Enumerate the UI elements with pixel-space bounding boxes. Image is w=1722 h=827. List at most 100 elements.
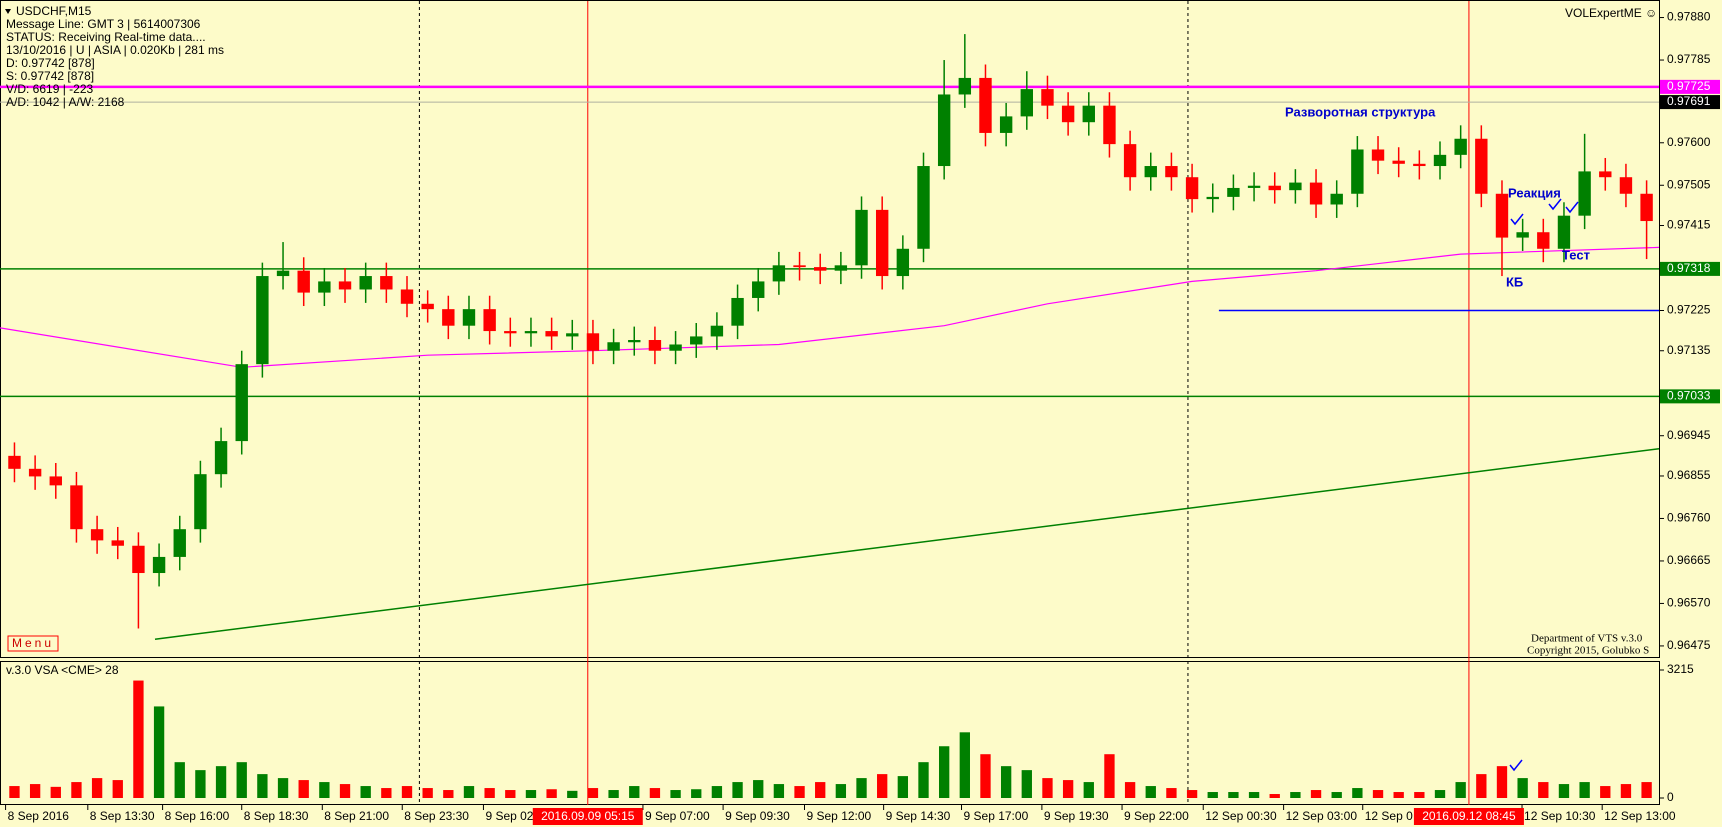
candle-body [752,281,765,298]
candle-body [173,529,186,557]
candle-body [1103,105,1116,145]
candle-body [628,340,641,343]
texts: USDCHF,M15 Message Line: GMT 3 | 5614007… [5,4,1657,772]
menu-label[interactable]: Menu [12,636,54,650]
candle-body [1247,185,1261,188]
volume-bar [1083,782,1094,798]
x-tick-label: 12 Sep 00:30 [1205,809,1277,823]
volume-bar [856,778,867,798]
y-tick-label: 0.96570 [1667,596,1711,610]
x-tick-label: 9 Sep 09:30 [725,809,790,823]
panels [0,0,1660,805]
volume-bar [1166,788,1177,798]
candle-body [1516,232,1529,238]
info-line: S: 0.97742 [878] [6,69,94,83]
volume-bar [1021,770,1032,798]
volume-bar [484,788,495,798]
candle-body [999,116,1013,133]
annotation: Разворотная структура [1285,104,1436,119]
y-tick-label: 0.97135 [1667,343,1711,357]
volume-bar [1641,782,1652,798]
volume-bar [277,778,289,798]
candle-body [1537,232,1550,249]
volume-bar [587,788,599,798]
annotation: КБ [1506,274,1523,289]
trend-line [154,447,1660,640]
candle-body [111,540,124,546]
candle-body [1123,144,1137,178]
candle-body [566,333,579,337]
main-frame [0,0,1660,658]
candle-body [1165,166,1178,178]
candle-body [731,297,744,326]
level-box [1660,95,1720,110]
y-tick-label: 0.96475 [1667,638,1711,652]
volume-bar [1579,782,1590,798]
volume-bar [877,774,888,798]
moving-average [0,246,1660,368]
x-tick-label: 8 Sep 23:30 [404,809,469,823]
volume-bar [525,790,537,798]
level-box [1660,261,1720,276]
level-box [1660,389,1720,404]
volume-bar [298,780,309,798]
volume-bar [691,789,702,798]
candle-body [1227,187,1240,197]
volume-bar [1186,790,1198,798]
volume-bar [1434,790,1446,798]
candle-body [194,474,207,530]
candle-body [1082,105,1095,123]
y-tick-label: 3215 [1667,662,1694,676]
volume-bar [629,786,640,798]
candle-body [132,545,145,574]
volume-bar [1331,792,1342,798]
volume-bar [91,778,103,798]
candle-body [400,289,414,304]
candle-body [504,331,517,334]
candle-body [70,485,83,530]
volume-bar [753,780,764,798]
volume-bar [1620,784,1632,798]
credit: Copyright 2015, Golubko S [1527,645,1649,657]
candle-body [1309,182,1323,205]
volume-bar [9,786,20,798]
candle-body [937,94,951,167]
x-tick-label: 12 Sep 10:30 [1524,809,1596,823]
y-tick-label: 0.97785 [1667,52,1711,66]
x-tick-label: 9 Sep 19:30 [1044,809,1109,823]
volume-bar [1000,766,1012,798]
info-line: STATUS: Receiving Real-time data.... [6,30,206,44]
volume-bar [1310,790,1322,798]
level-box [1660,79,1720,94]
candle-body [1640,193,1653,222]
level-label: 0.97318 [1667,261,1711,275]
volume-bar [1393,792,1404,798]
volume-bar [918,762,929,798]
candle-body [380,276,393,290]
annotation: Реакция [1508,185,1561,200]
check-mark [1510,213,1524,226]
candle-body [690,336,703,345]
candle-body [1475,138,1488,194]
vline-label: 2016.09.09 05:15 [541,809,635,823]
candle-body [359,276,372,290]
menu-button[interactable] [7,635,59,652]
candle-body [1495,193,1509,238]
x-tick-label: 9 Sep 07:00 [645,809,710,823]
y-tick-label: 0.96945 [1667,428,1711,442]
y-tick-label: 0.96760 [1667,511,1711,525]
volume-bar [174,762,185,798]
volume-bar [1455,782,1466,798]
candle-body [586,333,600,351]
vline-label-box [1413,808,1524,825]
candle-body [256,276,269,365]
info-line: 13/10/2016 | U | ASIA | 0.020Kb | 281 ms [6,43,224,57]
candle-body [875,209,889,277]
y-tick-label: 0.96665 [1667,553,1711,567]
x-tick-label: 8 Sep 13:30 [90,809,155,823]
y-tick-label: 0.97600 [1667,135,1711,149]
candle-body [1454,138,1467,155]
volume-bar [670,790,681,798]
